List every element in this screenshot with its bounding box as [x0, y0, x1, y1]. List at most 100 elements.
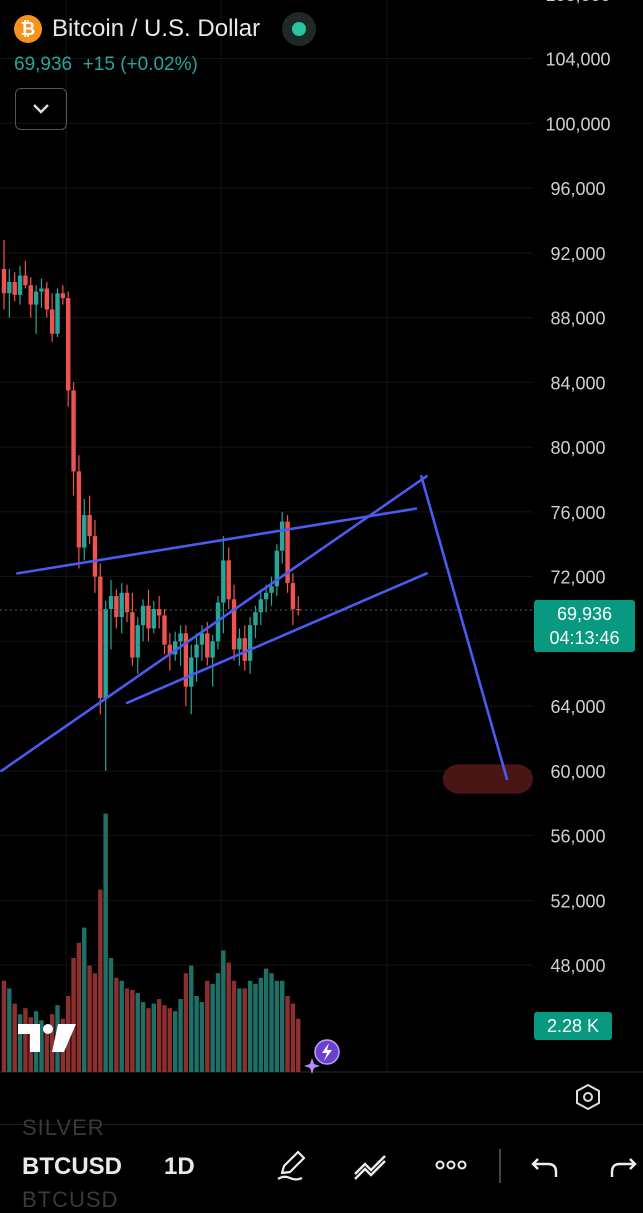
- volume-bar: [49, 1014, 55, 1072]
- candle-body: [28, 285, 33, 305]
- candle-body: [66, 298, 71, 391]
- candle-body: [226, 560, 231, 600]
- volume-bar: [253, 983, 258, 1072]
- volume-bar: [162, 1005, 167, 1072]
- candle-body: [210, 641, 215, 658]
- volume-bar: [44, 1026, 49, 1072]
- collapse-button[interactable]: [15, 88, 67, 130]
- candle-body: [231, 599, 237, 650]
- volume-bar: [167, 1008, 173, 1072]
- volume-bar: [189, 965, 194, 1072]
- volume-bar: [237, 988, 242, 1072]
- volume-bar: [274, 980, 280, 1072]
- price-chart[interactable]: 108,000 104,000 100,000 96,000 92,000 88,000 8…: [0, 0, 643, 1080]
- trend-line: [16, 507, 418, 575]
- trend-line: [0, 474, 428, 773]
- volume-bar: [23, 1008, 28, 1072]
- candle-body: [60, 293, 66, 299]
- volume-bar: [194, 996, 199, 1072]
- volume-bar: [108, 958, 114, 1072]
- volume-bar: [76, 942, 82, 1072]
- symbol-header[interactable]: ₿ Bitcoin / U.S. Dollar 69,936 +15 (+0.0…: [14, 12, 317, 76]
- candle-body: [205, 633, 210, 658]
- timeframe-selector[interactable]: 1D: [164, 1153, 195, 1180]
- price-axis-label: 56,000: [550, 827, 605, 847]
- candle-body: [33, 291, 39, 305]
- candle-body: [12, 281, 17, 295]
- volume-bar: [156, 999, 162, 1072]
- next-symbol-ghost: BTCUSD: [22, 1187, 119, 1212]
- candle-body: [135, 625, 140, 658]
- redo-icon[interactable]: [604, 1147, 640, 1183]
- settings-hexagon-icon[interactable]: [573, 1082, 603, 1112]
- toolbar-divider: [499, 1149, 501, 1183]
- price-axis-label: 60,000: [550, 762, 605, 782]
- volume-bar: [114, 977, 119, 1072]
- drawing-tools-icon[interactable]: [352, 1147, 388, 1183]
- candle-body: [49, 309, 55, 334]
- candle-body: [114, 596, 119, 618]
- price-axis-label: 92,000: [550, 244, 605, 264]
- candle-body: [263, 592, 269, 600]
- volume-bar: [130, 989, 135, 1072]
- candle-body: [151, 609, 156, 629]
- volume-bar: [12, 1003, 17, 1072]
- candle-body: [92, 536, 98, 577]
- trend-line: [419, 474, 509, 781]
- volume-bar: [140, 1002, 146, 1072]
- candle-body: [242, 638, 247, 661]
- previous-symbol-ghost: SILVER: [22, 1115, 105, 1140]
- candle-body: [253, 612, 258, 626]
- bottom-toolbar: SILVER BTCUSD BTCUSD 1D: [0, 1115, 643, 1212]
- candle-body: [124, 592, 130, 613]
- market-status-icon[interactable]: [282, 12, 317, 46]
- price-change: +15 (+0.02%): [82, 54, 198, 75]
- volume-bar: [178, 999, 183, 1072]
- volume-bar: [92, 973, 98, 1072]
- current-price-tag: 69,936 04:13:46: [534, 600, 635, 652]
- volume-bar: [71, 958, 76, 1072]
- volume-bar: [242, 988, 247, 1072]
- candle-body: [44, 288, 49, 310]
- candle-body: [247, 625, 253, 661]
- candle-body: [17, 275, 23, 295]
- candle-body: [173, 641, 178, 655]
- sparkle-bolt-icon[interactable]: [304, 1036, 342, 1074]
- undo-icon[interactable]: [528, 1147, 564, 1183]
- volume-bar: [87, 965, 92, 1072]
- volume-bar: [231, 980, 237, 1072]
- candle-body: [285, 521, 290, 584]
- price-axis-label: 108,000: [545, 0, 610, 5]
- volume-bar: [17, 1014, 23, 1072]
- volume-bar: [199, 1002, 205, 1072]
- candle-body: [39, 288, 44, 292]
- price-axis-label: 88,000: [550, 309, 605, 329]
- price-axis-label: 72,000: [550, 568, 605, 588]
- candle-body: [269, 586, 274, 593]
- candle-body: [258, 599, 263, 613]
- symbol-selector[interactable]: BTCUSD: [22, 1153, 122, 1180]
- candle-body: [55, 293, 60, 334]
- bar-countdown: 04:13:46: [549, 628, 620, 648]
- volume-bar: [215, 973, 221, 1072]
- price-axis-label: 104,000: [545, 50, 610, 70]
- volume-tag: 2.28 K: [534, 1012, 612, 1040]
- volume-bar: [1, 980, 7, 1072]
- candle-body: [296, 609, 301, 611]
- volume-bar: [226, 962, 231, 1072]
- candle-body: [162, 615, 167, 645]
- volume-bar: [151, 1003, 156, 1072]
- more-icon[interactable]: [433, 1147, 469, 1183]
- target-zone-highlight: [442, 764, 533, 794]
- tradingview-logo[interactable]: [18, 1024, 76, 1052]
- price-axis-label: 48,000: [550, 956, 605, 976]
- volume-bar: [263, 968, 269, 1072]
- volume-bar: [247, 980, 253, 1072]
- bitcoin-icon: ₿: [14, 15, 42, 43]
- price-quote: 69,936 +15 (+0.02%): [14, 54, 316, 76]
- volume-bar: [135, 992, 140, 1072]
- candle-body: [156, 609, 162, 616]
- volume-bar: [146, 1008, 151, 1072]
- volume-bar: [285, 996, 290, 1072]
- pencil-icon[interactable]: [274, 1147, 310, 1183]
